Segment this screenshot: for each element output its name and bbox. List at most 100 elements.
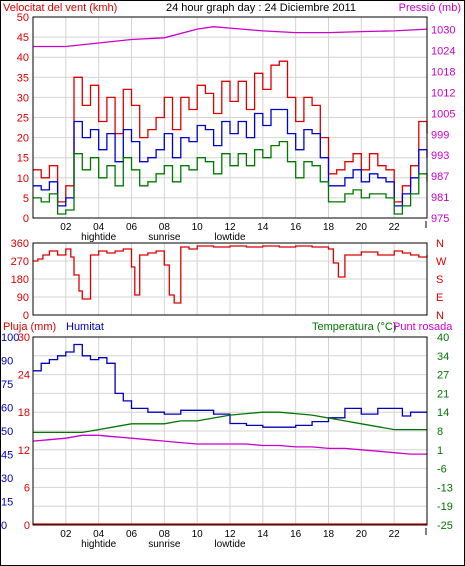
temperature-y-tick: -25: [437, 520, 453, 532]
humidity-y-tick: 30: [1, 473, 13, 485]
pressure-y-tick: 1012: [431, 87, 455, 99]
wind-plot-border: [32, 16, 428, 219]
pressure-line: [33, 26, 428, 48]
x-tick-label: 12: [224, 222, 236, 233]
wind_avg-line: [33, 108, 428, 207]
x-sublabel: hightide: [81, 232, 116, 243]
humidity-y-tick: 100: [1, 332, 19, 344]
x-tick-label: 16: [290, 529, 302, 540]
x-tick-label: 22: [389, 529, 401, 540]
direction-plot-border: [32, 242, 428, 316]
wind-x-ticks: 02 04 06 08 10 12 14 16 18 20 22 hightide sunrise low…: [60, 221, 427, 243]
wind-y-tick: 40: [17, 52, 29, 64]
temperature-y-tick: -19: [437, 501, 453, 513]
x-tick-label: 12: [224, 529, 236, 540]
wind-y-tick: 15: [17, 153, 29, 165]
wind-y-tick: 10: [17, 173, 29, 185]
rain-y-tick: 12: [18, 445, 30, 457]
x-tick-label: 18: [323, 222, 335, 233]
wind-y-tick: 0: [23, 213, 29, 225]
temperature-axis-label: Temperatura (°C): [312, 321, 396, 333]
x-sublabel: lowtide: [214, 232, 246, 243]
temperature-y-tick: 14: [437, 407, 449, 419]
humidity-y-tick: 15: [1, 497, 13, 509]
direction-y-tick: 180: [11, 274, 29, 286]
humidity-plot-border: [32, 336, 428, 526]
pressure-y-tick: 987: [431, 171, 449, 183]
direction-y-tick: 360: [11, 238, 29, 250]
x-tick-label: 14: [257, 529, 269, 540]
direction-y-tick: 270: [11, 256, 29, 268]
direction-y-tick: 0: [23, 310, 29, 322]
x-sublabel: hightide: [81, 539, 116, 550]
rain-y-tick: 24: [18, 370, 30, 382]
temperature-y-tick: 8: [437, 426, 443, 438]
pressure-y-tick: 981: [431, 192, 449, 204]
x-tick-label: 06: [126, 222, 138, 233]
dewpoint-axis-label: Punt rosada: [393, 321, 453, 333]
x-tick-label: 16: [290, 222, 302, 233]
x-tick-label: 10: [192, 529, 204, 540]
humidity-x-ticks: 02 04 06 08 10 12 14 16 18 20 22 hightide sunrise low…: [60, 528, 427, 550]
pressure-axis-label: Pressió (mb): [399, 2, 461, 14]
humidity-y-tick: 45: [1, 450, 13, 462]
temperature-y-tick: 21: [437, 388, 449, 400]
compass-y-tick: N: [436, 310, 444, 322]
temperature-y-tick: -13: [437, 482, 453, 494]
wind-y-tick: 25: [17, 113, 29, 125]
wind-y-ticks: 0 5 10 15 20 25 30 35 40 45 50: [17, 12, 29, 225]
temperature-y-ticks: -25 -19 -13 -6 1 8 14 21 27 34 40: [437, 332, 453, 532]
x-sublabel: sunrise: [148, 539, 181, 550]
x-tick-label: 18: [323, 529, 335, 540]
humidity-line: [33, 343, 427, 428]
humidity-y-tick: 60: [1, 403, 13, 415]
pressure-y-tick: 999: [431, 129, 449, 141]
wind-y-tick: 20: [17, 133, 29, 145]
humidity-y-tick: 90: [1, 356, 13, 368]
wind-y-tick: 50: [17, 12, 29, 24]
temperature-y-tick: 34: [437, 351, 449, 363]
chart-title: 24 hour graph day : 24 Diciembre 2011: [166, 2, 356, 14]
pressure-y-tick: 1024: [431, 46, 455, 58]
pressure-y-tick: 1018: [431, 66, 455, 78]
humidity-y-tick: 50: [1, 426, 13, 438]
direction-line: [33, 245, 428, 304]
x-tick-label: 02: [60, 529, 72, 540]
temperature-line: [33, 411, 427, 434]
humidity-grid: [33, 337, 427, 525]
x-tick-label: 04: [93, 529, 105, 540]
compass-y-tick: E: [436, 292, 443, 304]
dewpoint-line: [32, 434, 427, 455]
x-tick-label: 04: [93, 222, 105, 233]
pressure-y-tick: 975: [431, 213, 449, 225]
humidity-axis-label: Humitat: [66, 321, 104, 333]
humidity-y-tick: 75: [1, 379, 13, 391]
humidity-temp-panel: Pluja (mm) Humitat Temperatura (°C) Punt…: [1, 321, 453, 550]
wind-axis-label: Velocitat del vent (kmh): [3, 2, 117, 14]
wind_min-line: [33, 140, 428, 215]
temperature-y-tick: 27: [437, 370, 449, 382]
rain-y-tick: 6: [24, 482, 30, 494]
rain-y-tick: 30: [18, 332, 30, 344]
x-sublabel: lowtide: [214, 539, 246, 550]
compass-y-tick: N: [436, 238, 444, 250]
x-sublabel: sunrise: [148, 232, 181, 243]
humidity-rain-y-ticks: 0 15 30 45 50 60 75 90 100 0 6 12 18 24 30: [1, 332, 30, 532]
pressure-y-tick: 1030: [431, 25, 455, 37]
x-tick-label: 08: [159, 529, 171, 540]
temperature-y-tick: -6: [437, 464, 447, 476]
compass-y-tick: S: [436, 274, 443, 286]
x-tick-label: 22: [389, 222, 401, 233]
direction-y-ticks: 0 90 180 270 360: [11, 238, 29, 322]
wind-y-tick: 30: [17, 92, 29, 104]
rain-y-tick: 0: [24, 520, 30, 532]
pressure-y-ticks: 975 981 987 993 999 1005 1012 1018 1024 1030: [431, 25, 455, 225]
wind-y-tick: 35: [17, 72, 29, 84]
direction-series: [33, 245, 428, 304]
x-tick-label: 10: [192, 222, 204, 233]
